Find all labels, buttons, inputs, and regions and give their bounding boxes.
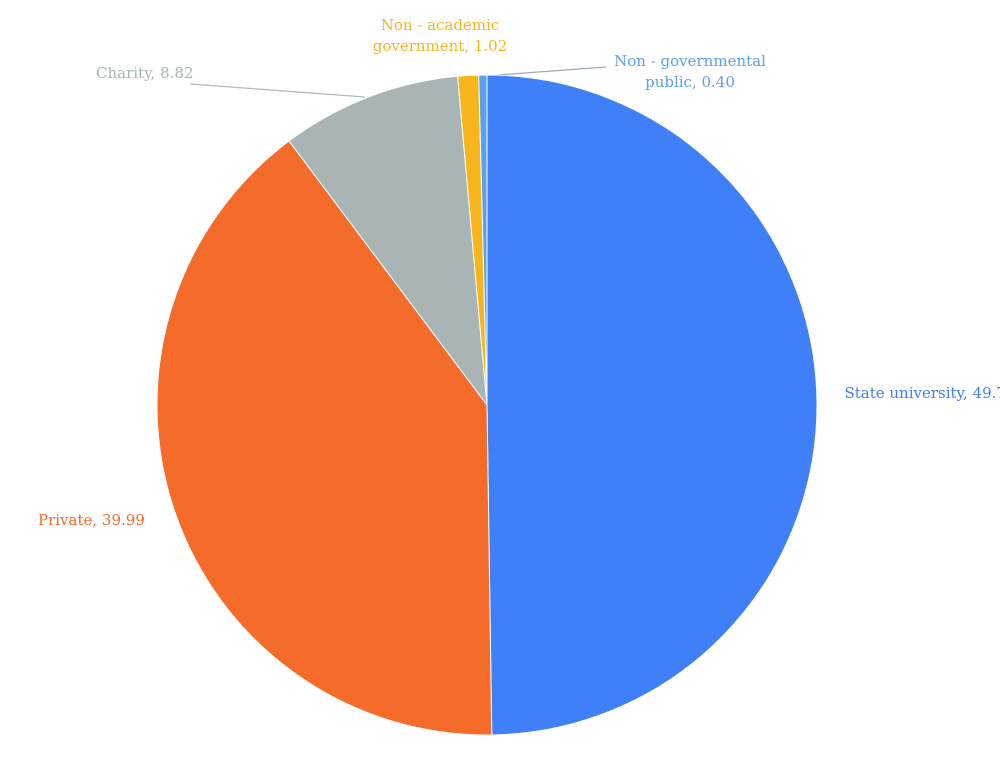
data-label: Non - academic government, 1.02 [372,16,508,55]
pie-slice [478,74,488,406]
leader-line [483,66,607,77]
pie [156,74,818,736]
data-label: State university, 49.77 [844,384,1000,402]
pie-slice [486,74,818,736]
leader-line [189,83,366,98]
data-label: Charity, 8.82 [96,64,194,82]
pie-slice [156,140,493,736]
data-label: Private, 39.99 [38,511,145,529]
data-label: Non - governmental public, 0.40 [614,52,766,91]
pie-slice [288,75,488,407]
